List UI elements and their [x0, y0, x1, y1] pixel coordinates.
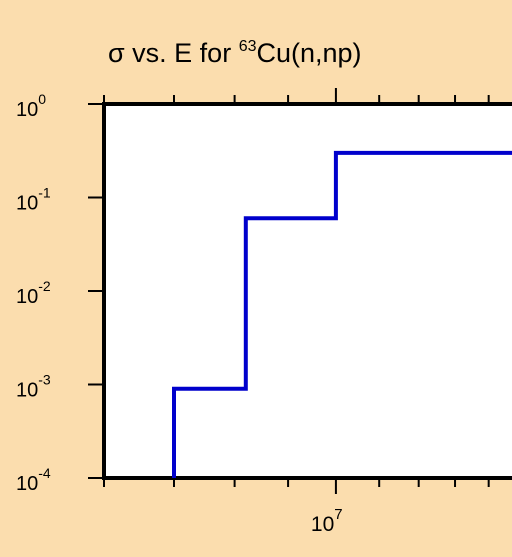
y-tick-label: 10-4 — [16, 465, 51, 495]
y-tick-label: 100 — [16, 91, 46, 121]
series-line — [172, 150, 512, 478]
top-axis-ticks — [103, 88, 490, 104]
chart-title-suffix: Cu(n,np) — [257, 38, 362, 68]
chart-title-prefix: σ vs. E for — [108, 38, 239, 68]
chart-title: σ vs. E for 63Cu(n,np) — [108, 38, 362, 68]
series-layer — [172, 150, 512, 478]
x-tick-label: 107 — [311, 506, 343, 536]
y-tick-label: 10-2 — [16, 278, 51, 308]
chart-title-superscript: 63 — [239, 38, 257, 55]
y-tick-label: 10-1 — [16, 185, 51, 215]
x-axis-ticks: 107 — [103, 478, 490, 536]
plot-area — [102, 102, 512, 480]
y-axis-ticks: 100 10-1 10-2 10-3 10-4 — [16, 91, 104, 495]
y-tick-label: 10-3 — [16, 372, 51, 402]
